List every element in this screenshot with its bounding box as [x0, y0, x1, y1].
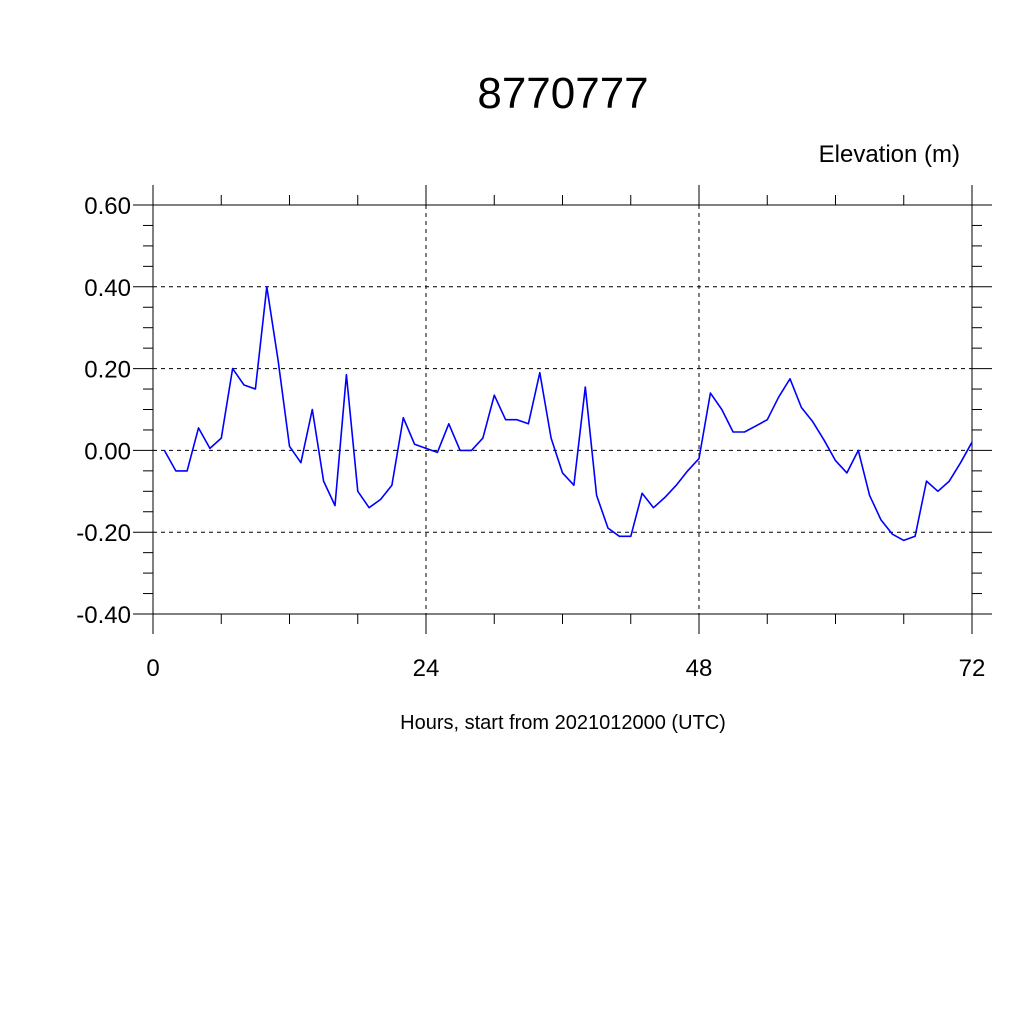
x-tick-label: 48	[686, 655, 713, 682]
axis-ticks	[133, 185, 992, 634]
y-tick-label: 0.20	[84, 357, 131, 384]
x-tick-label: 24	[413, 655, 440, 682]
grid-lines	[152, 204, 973, 615]
y-tick-label: 0.60	[84, 193, 131, 220]
x-axis-label: Hours, start from 2021012000 (UTC)	[400, 712, 726, 734]
y-tick-label: -0.20	[76, 520, 131, 547]
series-layer	[163, 285, 973, 542]
chart-title: 8770777	[477, 69, 648, 118]
tick-labels: -0.40 -0.20 0.00 0.20 0.40 0.60 0 24 48 72	[76, 193, 985, 682]
plot-frame	[152, 204, 973, 615]
chart-subtitle: Elevation (m)	[819, 141, 960, 168]
y-tick-label: 0.40	[84, 275, 131, 302]
x-tick-label: 72	[959, 655, 986, 682]
y-tick-label: -0.40	[76, 602, 131, 629]
elevation-series-line	[163, 285, 973, 542]
x-tick-label: 0	[146, 655, 159, 682]
y-tick-label: 0.00	[84, 438, 131, 465]
